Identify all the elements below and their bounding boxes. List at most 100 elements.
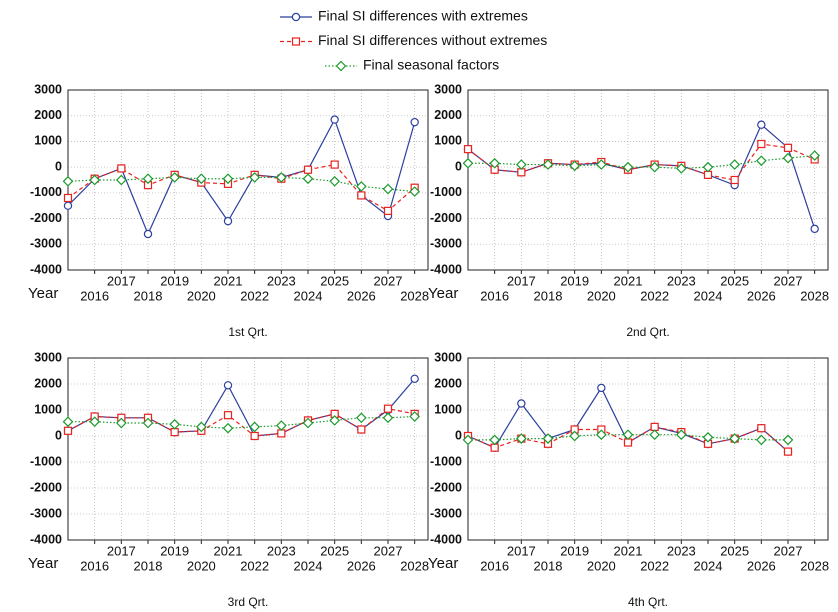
y-tick-label: -3000 xyxy=(30,506,62,520)
marker xyxy=(115,174,127,186)
marker xyxy=(729,433,741,444)
marker xyxy=(329,175,341,187)
marker xyxy=(569,430,581,442)
marker xyxy=(490,443,499,452)
marker xyxy=(63,426,73,435)
y-tick-label: 3000 xyxy=(34,82,62,96)
x-tick-label: 2016 xyxy=(80,288,109,303)
x-tick-label: 2022 xyxy=(640,288,669,303)
marker xyxy=(302,173,314,185)
x-tick-label: 2019 xyxy=(560,543,589,558)
marker xyxy=(222,422,234,434)
y-tick-label: 2000 xyxy=(434,376,462,390)
marker xyxy=(782,152,794,164)
marker xyxy=(597,383,606,393)
marker xyxy=(142,173,154,185)
x-tick-label: 2026 xyxy=(747,288,776,303)
marker xyxy=(275,172,287,183)
panel-subtitle: 2nd Qrt. xyxy=(626,325,669,339)
marker xyxy=(382,412,394,424)
marker xyxy=(249,421,261,433)
marker xyxy=(757,139,766,149)
marker xyxy=(357,191,366,200)
legend-marker xyxy=(291,37,301,46)
y-tick-label: -1000 xyxy=(430,454,462,468)
x-tick-label: 2025 xyxy=(320,273,349,288)
marker xyxy=(462,157,474,169)
x-tick-label: 2027 xyxy=(774,543,803,558)
x-tick-label: 2016 xyxy=(480,558,509,573)
marker xyxy=(410,117,419,127)
marker xyxy=(223,381,233,390)
marker xyxy=(357,425,366,434)
y-tick-label: 3000 xyxy=(34,350,62,364)
x-tick-label: 2018 xyxy=(534,288,563,303)
marker xyxy=(169,172,181,183)
legend-marker xyxy=(335,60,347,72)
marker xyxy=(382,183,394,195)
marker xyxy=(515,159,527,170)
marker xyxy=(383,206,393,215)
x-tick-label: 2018 xyxy=(134,558,163,573)
marker xyxy=(330,160,339,169)
x-tick-label: 2017 xyxy=(107,543,136,558)
x-axis-label: Year xyxy=(428,555,458,572)
y-tick-label: -2000 xyxy=(430,211,462,225)
marker xyxy=(249,172,261,183)
x-tick-label: 2017 xyxy=(507,273,536,288)
y-tick-label: 0 xyxy=(455,428,462,442)
y-tick-label: -1000 xyxy=(430,185,462,199)
x-tick-label: 2028 xyxy=(800,558,829,573)
marker xyxy=(277,429,286,438)
x-tick-label: 2024 xyxy=(294,558,323,573)
marker xyxy=(623,438,633,447)
marker xyxy=(650,422,659,431)
y-tick-label: -4000 xyxy=(430,262,462,276)
marker xyxy=(169,418,181,430)
x-tick-label: 2021 xyxy=(614,273,643,288)
legend-label: Final seasonal factors xyxy=(363,57,499,73)
marker xyxy=(170,428,179,437)
x-tick-label: 2021 xyxy=(214,543,243,558)
series-line xyxy=(67,378,416,437)
marker xyxy=(463,145,473,154)
y-tick-label: -3000 xyxy=(30,237,62,251)
x-tick-label: 2027 xyxy=(374,273,403,288)
x-tick-label: 2027 xyxy=(374,543,403,558)
x-tick-label: 2022 xyxy=(640,558,669,573)
marker xyxy=(330,115,339,124)
panel-subtitle: 3rd Qrt. xyxy=(228,595,269,609)
y-tick-label: -4000 xyxy=(30,532,62,546)
marker xyxy=(355,412,367,424)
panel-subtitle: 1st Qrt. xyxy=(228,325,267,339)
x-tick-label: 2028 xyxy=(400,288,429,303)
marker xyxy=(303,165,313,174)
x-tick-label: 2023 xyxy=(267,273,296,288)
marker xyxy=(782,434,794,446)
x-tick-label: 2026 xyxy=(347,558,376,573)
marker xyxy=(809,150,821,161)
y-tick-label: -3000 xyxy=(430,506,462,520)
y-tick-label: -2000 xyxy=(30,211,62,225)
panel-subtitle: 4th Qrt. xyxy=(628,595,668,609)
y-tick-label: -2000 xyxy=(430,480,462,494)
x-tick-label: 2023 xyxy=(267,543,296,558)
marker xyxy=(729,159,741,170)
marker xyxy=(542,159,554,170)
marker xyxy=(409,186,421,197)
marker xyxy=(462,434,474,446)
x-tick-label: 2020 xyxy=(587,288,616,303)
y-tick-label: -2000 xyxy=(30,480,62,494)
marker xyxy=(195,173,207,185)
marker xyxy=(383,404,393,413)
marker xyxy=(489,434,501,446)
marker xyxy=(62,175,74,187)
marker xyxy=(810,224,819,234)
marker xyxy=(702,161,714,173)
legend-marker xyxy=(291,12,301,22)
x-tick-label: 2022 xyxy=(240,288,269,303)
y-tick-label: 1000 xyxy=(34,134,62,148)
marker xyxy=(89,174,101,186)
plot-frame xyxy=(467,357,829,541)
